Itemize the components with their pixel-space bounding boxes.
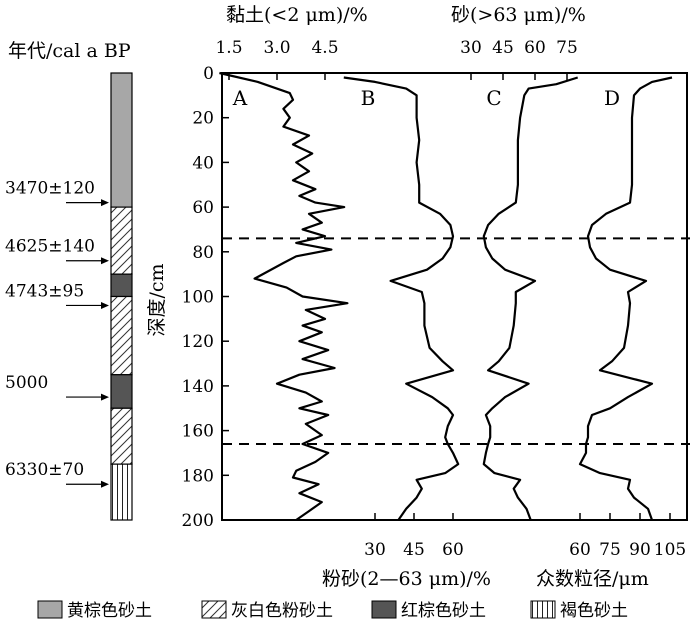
panel-letter-d: D — [604, 86, 620, 110]
legend-swatch-greywhite — [201, 600, 227, 619]
date-label: 4625±140 — [5, 237, 95, 257]
layer-greywhite — [110, 206, 133, 275]
y-tick-label: 60 — [192, 198, 214, 218]
legend-label: 灰白色粉砂土 — [231, 601, 333, 621]
sand-tick-label: 30 — [460, 38, 482, 58]
legend-swatch-brown — [530, 600, 556, 619]
legend-swatch-yellowbrown — [37, 600, 63, 619]
grain-size-curves — [219, 71, 673, 521]
y-tick-label: 160 — [182, 422, 214, 442]
sand-tick-label: 75 — [556, 38, 578, 58]
mode-tick-label: 75 — [599, 540, 621, 560]
y-tick-label: 200 — [182, 511, 214, 531]
layer-greywhite — [110, 295, 133, 376]
plot-frame — [221, 72, 688, 521]
silt-tick-label: 30 — [364, 540, 386, 560]
panel-letter-c: C — [486, 86, 501, 110]
legend-label: 褐色砂土 — [560, 601, 628, 621]
y-tick-label: 120 — [182, 332, 214, 352]
y-tick-label: 40 — [192, 153, 214, 173]
sand-axis-title: 砂(>63 μm)/% — [451, 4, 586, 26]
radiocarbon-dates: 3470±120 4625±140 4743±95 5000 6330±70 — [5, 179, 109, 488]
sand-tick-label: 45 — [492, 38, 514, 58]
y-tick-label: 100 — [182, 288, 214, 308]
panel-letters: A B C D — [232, 86, 620, 110]
date-arrow-head — [101, 301, 109, 309]
unit-boundaries — [222, 237, 690, 446]
layer-greywhite — [110, 407, 133, 465]
axis-ticks: 0 20 40 60 80 100 120 140 160 180 200 1.5 3.0 4.5 30 45… — [182, 38, 687, 560]
layer-redbrown — [110, 273, 133, 298]
y-tick-label: 20 — [192, 109, 214, 129]
mode-tick-label: 105 — [654, 540, 686, 560]
clay-tick-label: 3.0 — [263, 38, 290, 58]
curve-a — [219, 71, 349, 521]
depth-axis-title: 深度/cm — [146, 263, 168, 336]
column-header: 年代/cal a BP — [8, 40, 131, 62]
clay-axis-title: 黏土(<2 μm)/% — [226, 4, 368, 26]
y-tick-label: 140 — [182, 377, 214, 397]
date-label: 6330±70 — [5, 460, 84, 480]
mode-tick-label: 90 — [629, 540, 651, 560]
clay-tick-label: 4.5 — [311, 38, 338, 58]
silt-axis-title: 粉砂(2—63 μm)/% — [322, 568, 491, 590]
y-tick-label: 180 — [182, 466, 214, 486]
legend-swatch-redbrown — [371, 600, 397, 619]
lithology-column — [110, 72, 133, 521]
silt-tick-label: 60 — [442, 540, 464, 560]
mode-axis-title: 众数粒径/μm — [536, 568, 649, 590]
panel-letter-b: B — [361, 86, 376, 110]
date-arrow-head — [101, 199, 109, 207]
mode-tick-label: 60 — [569, 540, 591, 560]
layer-brown — [110, 463, 133, 521]
curve-d — [578, 76, 673, 521]
layer-yellowbrown — [110, 72, 133, 208]
date-label: 5000 — [5, 373, 48, 393]
panel-letter-a: A — [232, 86, 248, 110]
date-arrow-head — [101, 257, 109, 265]
silt-tick-label: 45 — [403, 540, 425, 560]
date-label: 4743±95 — [5, 281, 84, 301]
curve-c — [482, 76, 579, 521]
sand-tick-label: 60 — [524, 38, 546, 58]
legend-label: 红棕色砂土 — [401, 601, 486, 621]
plot-border — [221, 72, 688, 521]
y-tick-label: 80 — [192, 243, 214, 263]
date-arrow-head — [101, 480, 109, 488]
date-label: 3470±120 — [5, 179, 95, 199]
layer-redbrown — [110, 374, 133, 409]
y-tick-label: 0 — [203, 64, 214, 84]
clay-tick-label: 1.5 — [215, 38, 242, 58]
date-arrow-head — [101, 393, 109, 401]
legend: 黄棕色砂土 灰白色粉砂土 红棕色砂土 褐色砂土 — [37, 600, 628, 621]
legend-label: 黄棕色砂土 — [67, 601, 152, 621]
curve-b — [343, 76, 460, 521]
